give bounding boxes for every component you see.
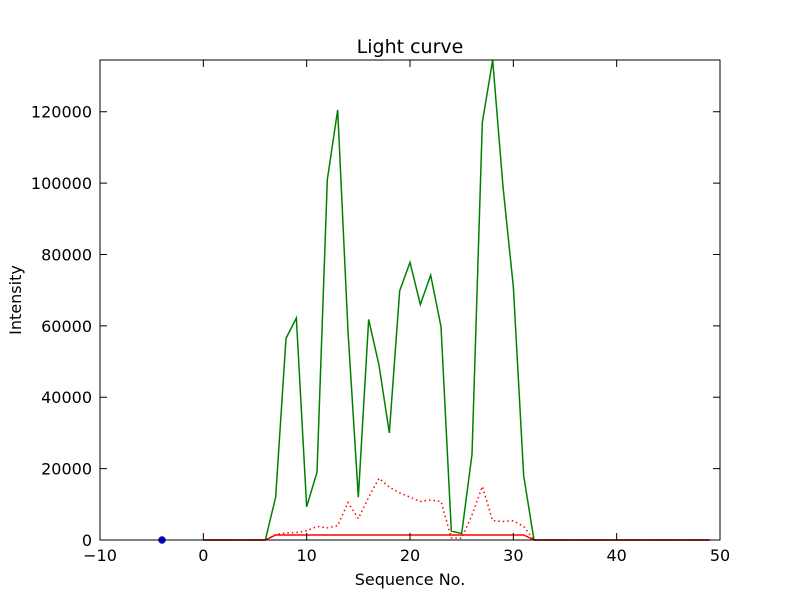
y-tick-label-0: 0 bbox=[82, 531, 92, 550]
x-tick-label-2: 10 bbox=[296, 546, 316, 565]
x-tick-label-4: 30 bbox=[503, 546, 523, 565]
y-tick-label-2: 40000 bbox=[41, 388, 92, 407]
y-tick-label-1: 20000 bbox=[41, 460, 92, 479]
x-axis-label: Sequence No. bbox=[355, 570, 466, 589]
y-axis-label: Intensity bbox=[6, 265, 25, 335]
plot-background bbox=[100, 60, 720, 540]
plot-frame bbox=[99, 59, 721, 541]
chart-title: Light curve bbox=[357, 36, 464, 58]
ticks-layer: −10 0 10 20 30 40 5002000040000600008000010000… bbox=[31, 60, 730, 565]
y-tick-label-6: 120000 bbox=[31, 103, 92, 122]
x-tick-label-5: 40 bbox=[606, 546, 626, 565]
x-tick-label-3: 20 bbox=[400, 546, 420, 565]
x-tick-label-1: 0 bbox=[198, 546, 208, 565]
y-tick-label-4: 80000 bbox=[41, 245, 92, 264]
y-tick-label-3: 60000 bbox=[41, 317, 92, 336]
x-tick-label-6: 50 bbox=[710, 546, 730, 565]
x-tick-label-0: −10 bbox=[83, 546, 117, 565]
y-tick-label-5: 100000 bbox=[31, 174, 92, 193]
